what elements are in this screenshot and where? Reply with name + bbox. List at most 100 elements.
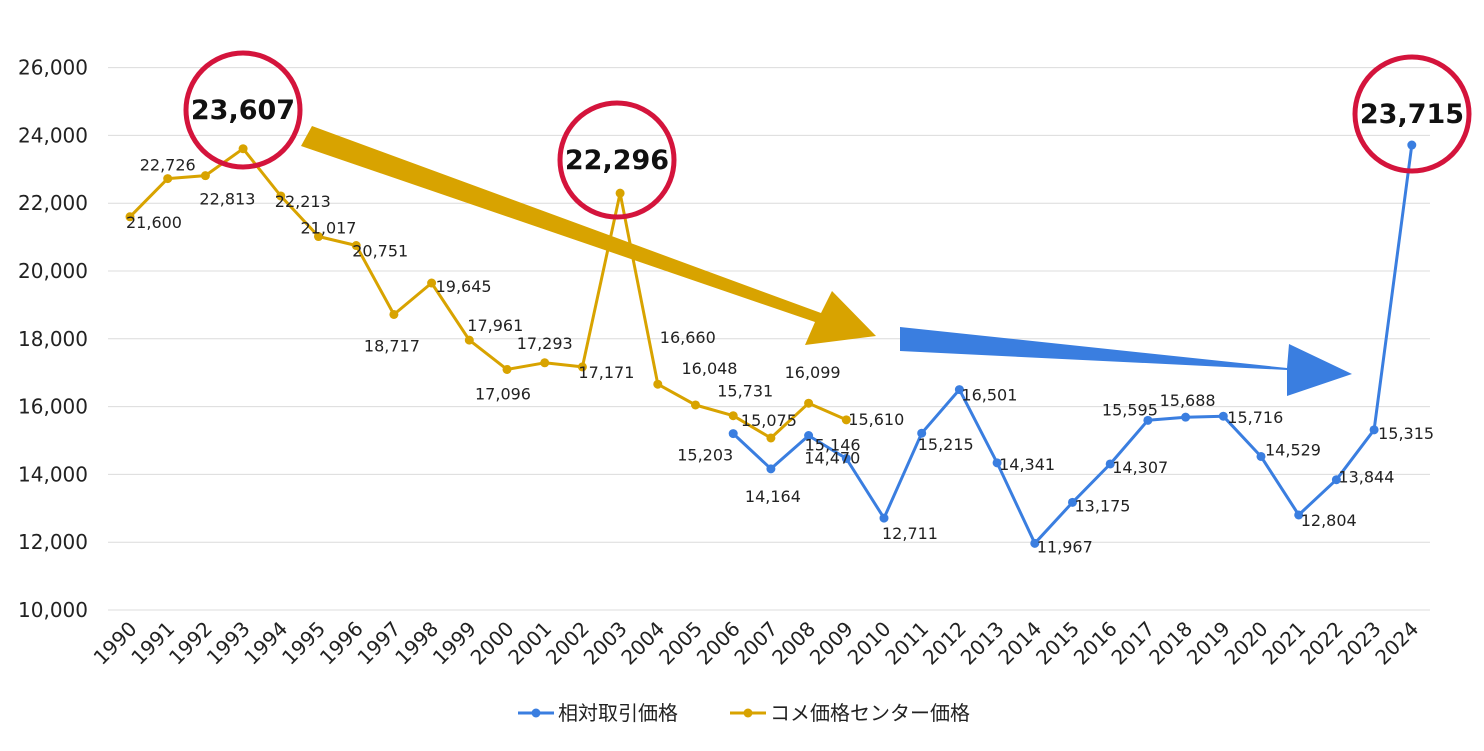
data-label: 14,307 <box>1112 458 1168 477</box>
data-label: 15,688 <box>1160 391 1216 410</box>
x-tick-label: 1999 <box>428 617 481 670</box>
x-tick-label: 1994 <box>239 617 292 670</box>
x-tick-label: 2018 <box>1144 617 1197 670</box>
x-tick-label: 2023 <box>1333 617 1386 670</box>
x-tick-label: 1991 <box>126 617 179 670</box>
data-point <box>351 241 361 251</box>
x-tick-label: 2017 <box>1106 617 1159 670</box>
highlight-value-label: 23,715 <box>1360 99 1464 130</box>
data-point <box>1218 411 1228 421</box>
y-tick-label: 22,000 <box>18 191 88 215</box>
y-tick-label: 16,000 <box>18 395 88 419</box>
x-tick-label: 1990 <box>89 617 142 670</box>
data-label: 17,293 <box>517 334 573 353</box>
data-label: 21,017 <box>301 219 357 238</box>
data-point <box>653 379 663 389</box>
highlight-value-label: 22,296 <box>565 145 669 176</box>
data-point <box>427 278 437 288</box>
x-tick-label: 2024 <box>1370 617 1423 670</box>
x-tick-label: 1995 <box>277 617 330 670</box>
data-series <box>125 140 1417 548</box>
x-tick-label: 2002 <box>541 617 594 670</box>
data-label: 15,595 <box>1102 400 1158 419</box>
x-tick-label: 2007 <box>729 617 782 670</box>
series-line-1 <box>128 147 847 440</box>
data-point <box>804 398 814 408</box>
data-point <box>125 212 135 222</box>
y-tick-label: 12,000 <box>18 530 88 554</box>
data-label: 15,315 <box>1378 424 1434 443</box>
data-label: 15,146 <box>805 436 861 455</box>
data-point <box>502 364 512 374</box>
data-point <box>464 335 474 345</box>
x-tick-label: 2019 <box>1182 617 1235 670</box>
data-label: 16,660 <box>660 328 716 347</box>
data-point <box>879 513 889 523</box>
data-point <box>992 458 1002 468</box>
data-point <box>238 144 248 154</box>
y-tick-label: 14,000 <box>18 462 88 486</box>
data-point <box>1294 510 1304 520</box>
data-label: 14,529 <box>1265 440 1321 459</box>
legend-swatch-point <box>743 708 753 718</box>
grid-lines <box>108 67 1430 611</box>
y-tick-label: 10,000 <box>18 598 88 622</box>
data-point <box>1256 451 1266 461</box>
x-tick-label: 2000 <box>466 617 519 670</box>
data-point <box>728 429 738 439</box>
x-tick-label: 2012 <box>918 617 971 670</box>
x-tick-label: 2006 <box>692 617 745 670</box>
x-tick-label: 2004 <box>616 617 669 670</box>
data-point <box>1068 497 1077 507</box>
legend: 相対取引価格 コメ価格センター価格 <box>518 701 970 725</box>
data-point <box>841 415 851 425</box>
data-label: 20,751 <box>352 242 408 261</box>
data-point <box>389 309 399 319</box>
data-point <box>691 400 700 410</box>
highlight-value-label: 23,607 <box>191 95 295 126</box>
legend-label: コメ価格センター価格 <box>770 701 970 725</box>
data-point <box>1369 425 1379 435</box>
data-label: 13,844 <box>1338 468 1394 487</box>
data-label: 15,203 <box>677 446 733 465</box>
data-label: 14,164 <box>745 487 801 506</box>
x-tick-label: 2009 <box>805 617 858 670</box>
y-tick-label: 20,000 <box>18 259 88 283</box>
data-point <box>276 191 286 201</box>
trend-arrows <box>301 126 1352 396</box>
data-label: 11,967 <box>1037 537 1093 556</box>
highlight-circles: 23,715 23,607 22,296 <box>183 50 1472 220</box>
x-tick-label: 2011 <box>880 617 933 670</box>
y-axis-ticks: 10,000 12,000 14,000 16,000 18,000 20,000 22,0… <box>18 56 88 622</box>
data-label: 15,075 <box>741 411 797 430</box>
y-tick-label: 26,000 <box>18 56 88 80</box>
data-label: 22,726 <box>140 156 196 175</box>
data-point <box>1331 475 1341 485</box>
data-point <box>1181 412 1191 422</box>
x-tick-label: 2021 <box>1257 617 1310 670</box>
data-label: 15,215 <box>918 435 974 454</box>
x-tick-label: 1993 <box>202 617 255 670</box>
highlight-circle <box>183 50 303 170</box>
data-point <box>804 431 814 441</box>
series-line-0 <box>732 144 1414 545</box>
data-label: 15,716 <box>1227 408 1283 427</box>
x-tick-label: 2008 <box>767 617 820 670</box>
data-point <box>728 411 738 421</box>
data-point <box>163 174 173 184</box>
data-point <box>766 464 776 474</box>
y-tick-label: 24,000 <box>18 123 88 147</box>
data-label: 13,175 <box>1075 496 1131 515</box>
data-point <box>1143 415 1153 425</box>
highlight-circle <box>557 100 677 220</box>
legend-swatch-point <box>531 708 541 718</box>
x-tick-label: 1992 <box>164 617 217 670</box>
data-label: 15,610 <box>848 410 904 429</box>
x-tick-label: 2020 <box>1220 617 1273 670</box>
data-point <box>766 433 776 443</box>
data-label: 14,341 <box>999 455 1055 474</box>
data-point <box>200 171 210 181</box>
legend-label: 相対取引価格 <box>558 701 678 725</box>
data-label: 12,804 <box>1301 511 1357 530</box>
data-point <box>917 428 927 438</box>
